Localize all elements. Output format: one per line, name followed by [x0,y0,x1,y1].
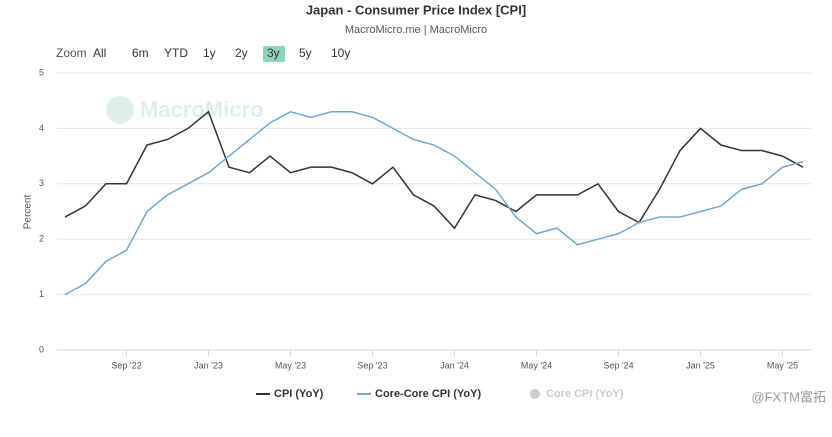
zoom-button[interactable]: 1y [203,46,216,60]
zoom-button[interactable]: 10y [331,46,350,60]
zoom-button[interactable]: All [93,46,106,60]
legend-swatch-hidden[interactable] [530,389,540,399]
chart-subtitle: MacroMicro.me | MacroMicro [345,24,487,36]
zoom-button-selected[interactable] [263,46,285,62]
zoom-button[interactable]: 3y [267,46,280,60]
x-tick-label: Sep '23 [357,360,387,370]
y-axis-label: Percent [23,195,34,230]
zoom-button[interactable]: 2y [235,46,248,60]
corner-mark: @FXTM富拓 [751,389,826,404]
chart-title: Japan - Consumer Price Index [CPI] [306,2,526,17]
x-tick-label: May '23 [275,360,306,370]
watermark: MacroMicro [106,96,263,124]
x-tick-label: Jan '23 [194,360,223,370]
x-tick-label: Sep '24 [603,360,633,370]
y-tick-label: 2 [39,234,44,244]
zoom-label: Zoom [56,46,87,60]
zoom-button[interactable]: 6m [132,46,149,60]
x-tick-label: Sep '22 [111,360,141,370]
series-line [64,110,804,296]
y-tick-label: 3 [39,178,44,188]
x-tick-label: Jan '24 [440,360,469,370]
zoom-button[interactable]: YTD [164,46,188,60]
y-tick-label: 1 [39,289,44,299]
legend-label-hidden[interactable]: Core CPI (YoY) [546,388,624,400]
legend-label[interactable]: CPI (YoY) [274,388,324,400]
x-tick-label: May '24 [521,360,552,370]
y-tick-label: 0 [39,344,44,354]
x-tick-label: Jan '25 [686,360,715,370]
y-tick-label: 5 [39,67,44,77]
series-line [64,110,804,230]
zoom-button[interactable]: 5y [299,46,312,60]
legend-label[interactable]: Core-Core CPI (YoY) [375,388,481,400]
y-tick-label: 4 [39,123,44,133]
x-tick-label: May '25 [767,360,798,370]
